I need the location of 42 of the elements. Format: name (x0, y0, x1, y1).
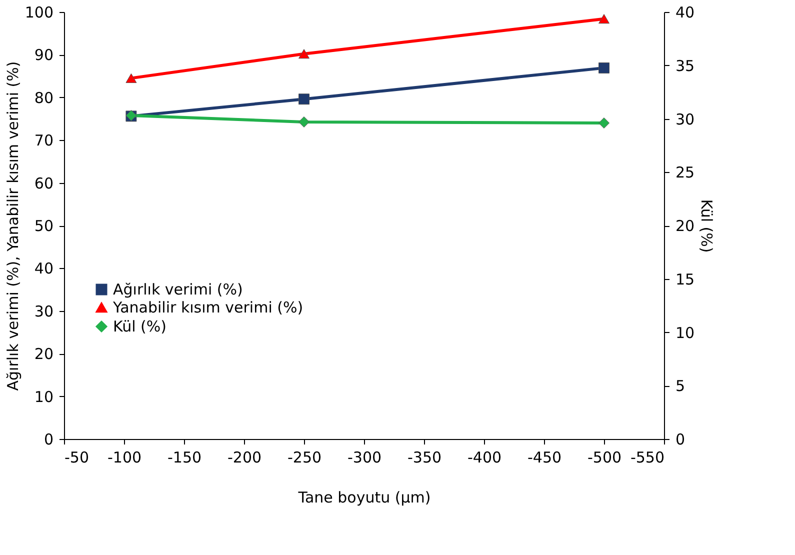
x-tick-label: -150 (167, 448, 202, 466)
x-tick-label: -550 (630, 448, 664, 466)
y-tick-label: 70 (34, 132, 54, 150)
y2-tick-label: 30 (676, 110, 695, 128)
point (598, 62, 610, 74)
x-tick-label: -350 (407, 448, 442, 466)
y2-tick-label: 25 (676, 164, 695, 182)
y-tick-label: 30 (34, 302, 54, 320)
x-tick-label: -200 (227, 448, 262, 466)
legend-label: Ağırlık verimi (%) (113, 280, 243, 298)
x-tick-label: -300 (347, 448, 382, 466)
y-tick-label: 0 (44, 430, 54, 448)
y2-tick-label: 20 (676, 217, 695, 235)
y2-tick-label: 10 (676, 324, 695, 342)
y-tick-label: 20 (34, 345, 54, 364)
x-tick-label: -450 (527, 448, 562, 466)
y-tick-label: 100 (24, 4, 54, 22)
y-tick-label: 40 (34, 260, 54, 278)
x-tick-label: -100 (107, 448, 142, 466)
x-tick-label: -50 (64, 448, 89, 466)
x-tick-label: -250 (287, 448, 322, 466)
legend-label: Yanabilir kısım verimi (%) (112, 298, 304, 316)
x-tick-label: -500 (587, 448, 622, 466)
x-tick-label: -400 (467, 448, 502, 466)
point (126, 73, 137, 83)
point (298, 94, 310, 105)
y2-tick-label: 35 (676, 56, 695, 75)
x-axis-title: Tane boyutu (µm) (297, 488, 431, 506)
y-tick-label: 10 (34, 388, 54, 406)
point (598, 14, 610, 24)
y-tick-label: 80 (34, 88, 54, 107)
legend-label: Kül (%) (113, 318, 166, 336)
y2-tick-label: 15 (676, 270, 695, 288)
y2-tick-label: 5 (676, 377, 686, 396)
point (298, 49, 310, 59)
y2-tick-label: 40 (676, 4, 695, 22)
y-tick-label: 90 (34, 46, 54, 64)
y-tick-label: 50 (34, 217, 54, 235)
y-axis-title: Ağırlık verimi (%), Yanabilir kısım verimi (%) (4, 61, 22, 391)
y2-tick-label: 0 (676, 430, 686, 448)
y-tick-label: 60 (34, 174, 54, 192)
y2-axis-title: Kül (%) (698, 199, 716, 253)
